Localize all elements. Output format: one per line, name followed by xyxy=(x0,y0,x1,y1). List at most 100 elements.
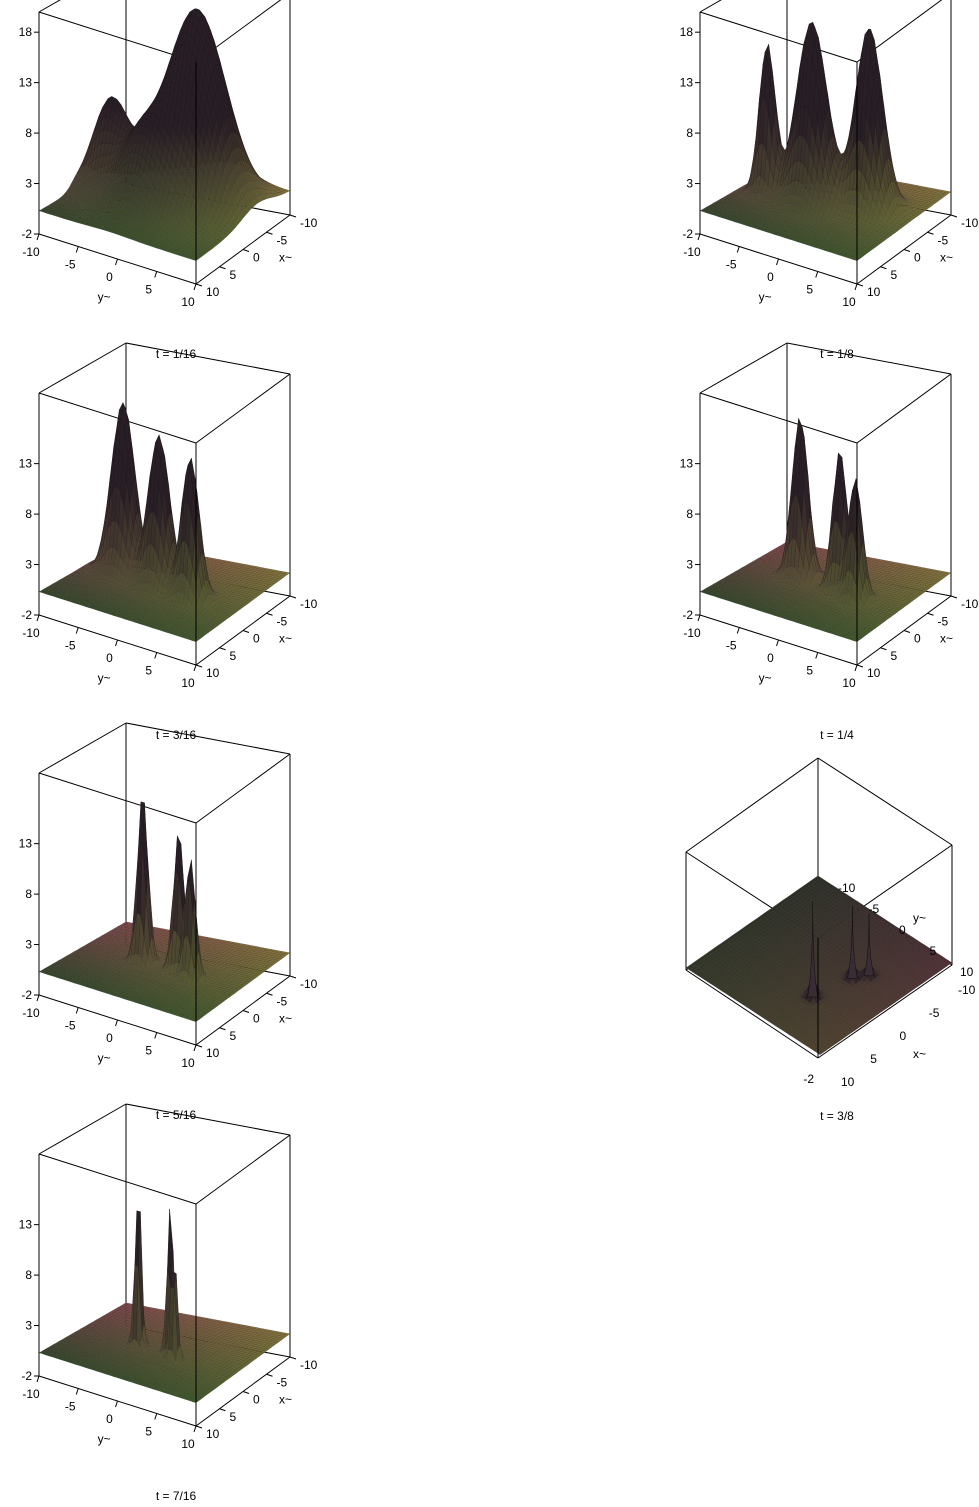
surface-mesh xyxy=(699,418,952,642)
z-tick-label: 13 xyxy=(19,1218,33,1232)
chart-panel-3: -2 3 8 13 -10 -5 0 5 10 y~ -10 -5 0 5 10 x~ t = 3/16 xyxy=(19,342,318,742)
surface-mesh xyxy=(38,801,291,1022)
z-tick-label: 8 xyxy=(25,887,32,901)
y-tick-label: -10 xyxy=(838,881,856,895)
box-edge xyxy=(817,964,953,1059)
z-tick-label: 13 xyxy=(680,76,694,90)
x-tick-label: 5 xyxy=(870,1052,877,1066)
box-edge xyxy=(195,753,291,824)
box-edge xyxy=(195,373,291,444)
y-tick-label: 0 xyxy=(106,270,113,284)
z-tick-label: 3 xyxy=(686,177,693,191)
z-tick-label: 18 xyxy=(680,25,694,39)
z-tick-label: -2 xyxy=(21,988,32,1002)
x-tick-label: -5 xyxy=(277,614,288,628)
y-tick-label: 0 xyxy=(106,1412,113,1426)
z-tick-label: 13 xyxy=(680,457,694,471)
x-tick-label: -10 xyxy=(958,983,976,997)
x-axis-label: x~ xyxy=(940,632,953,646)
y-tick-label: -5 xyxy=(869,902,880,916)
panel-caption: t = 3/8 xyxy=(820,1109,854,1123)
box-edge xyxy=(38,1153,197,1205)
x-tick-label: -10 xyxy=(961,216,979,230)
surface-peak xyxy=(863,914,875,977)
y-tick-label: -10 xyxy=(683,626,701,640)
y-tick-label: -5 xyxy=(65,1019,76,1033)
surface-peak xyxy=(807,901,818,998)
y-tick-label: -10 xyxy=(22,245,40,259)
z-tick-label: 3 xyxy=(25,1319,32,1333)
y-tick-label: 5 xyxy=(806,664,813,678)
box-edge xyxy=(38,772,197,824)
y-axis-label: y~ xyxy=(913,911,926,925)
chart-panel-1: -2 3 8 13 18 -10 -5 0 5 10 y~ -10 -5 0 5 10 x~ t = 1/16 xyxy=(19,0,318,361)
z-tick-label: 13 xyxy=(19,457,33,471)
y-tick-label: 0 xyxy=(899,923,906,937)
box-edge xyxy=(699,0,722,13)
y-tick-label: 0 xyxy=(106,651,113,665)
y-tick-label: 5 xyxy=(145,1044,152,1058)
box-edge xyxy=(685,757,819,853)
panel-caption: t = 1/16 xyxy=(156,347,197,361)
z-tick-label: 13 xyxy=(19,837,33,851)
x-tick-label: -5 xyxy=(277,233,288,247)
x-tick-label: 0 xyxy=(914,632,921,646)
box-edge xyxy=(195,1134,291,1205)
box-edge xyxy=(125,342,291,375)
box-edge xyxy=(125,1103,291,1136)
z-tick-label: 3 xyxy=(25,177,32,191)
box-edge xyxy=(786,342,952,375)
x-tick-label: 10 xyxy=(867,666,881,680)
y-tick-label: 10 xyxy=(181,1437,195,1451)
x-tick-label: 10 xyxy=(206,1427,220,1441)
y-tick-label: 10 xyxy=(181,1056,195,1070)
z-tick-label: 3 xyxy=(25,938,32,952)
z-tick-label: 8 xyxy=(686,126,693,140)
box-edge xyxy=(38,11,197,63)
z-tick-label: 18 xyxy=(19,25,33,39)
x-tick-label: 10 xyxy=(206,285,220,299)
y-tick-label: -5 xyxy=(65,258,76,272)
y-axis-label: y~ xyxy=(98,1051,111,1065)
y-tick-label: 5 xyxy=(145,664,152,678)
z-tick-label: 8 xyxy=(25,1268,32,1282)
z-tick-label: -2 xyxy=(21,1369,32,1383)
y-tick-label: 5 xyxy=(145,1425,152,1439)
box-edge xyxy=(856,373,952,444)
y-tick-label: -5 xyxy=(726,258,737,272)
x-tick-label: -5 xyxy=(277,994,288,1008)
z-tick-label: 13 xyxy=(19,76,33,90)
y-axis-label: y~ xyxy=(98,1432,111,1446)
z-tick-label: -2 xyxy=(21,608,32,622)
box-edge xyxy=(38,342,127,394)
x-axis-label: x~ xyxy=(279,1393,292,1407)
z-tick-label: -2 xyxy=(21,227,32,241)
y-axis-label: y~ xyxy=(759,671,772,685)
panel-caption: t = 1/8 xyxy=(820,347,854,361)
box-edge xyxy=(699,11,858,63)
box-edge xyxy=(685,969,819,1059)
surface-mesh xyxy=(685,875,953,1055)
y-tick-label: -10 xyxy=(22,1006,40,1020)
box-edge xyxy=(38,722,127,774)
x-tick-label: 5 xyxy=(230,649,237,663)
y-tick-label: -10 xyxy=(683,245,701,259)
y-tick-label: 5 xyxy=(930,944,937,958)
box-edge xyxy=(38,392,197,444)
z-tick-label: -2 xyxy=(682,227,693,241)
x-tick-label: -10 xyxy=(300,1358,318,1372)
y-tick-label: -10 xyxy=(22,1387,40,1401)
y-axis-label: y~ xyxy=(98,290,111,304)
x-tick-label: -10 xyxy=(300,977,318,991)
y-tick-label: -5 xyxy=(65,639,76,653)
y-tick-label: 5 xyxy=(806,283,813,297)
y-axis-label: y~ xyxy=(759,290,772,304)
panel-caption: t = 1/4 xyxy=(820,728,854,742)
z-tick-label: 8 xyxy=(25,126,32,140)
box-edge xyxy=(38,1103,127,1155)
x-tick-label: -5 xyxy=(938,233,949,247)
x-tick-label: 5 xyxy=(891,268,898,282)
surface-mesh xyxy=(699,21,952,261)
panel-caption: t = 5/16 xyxy=(156,1108,197,1122)
